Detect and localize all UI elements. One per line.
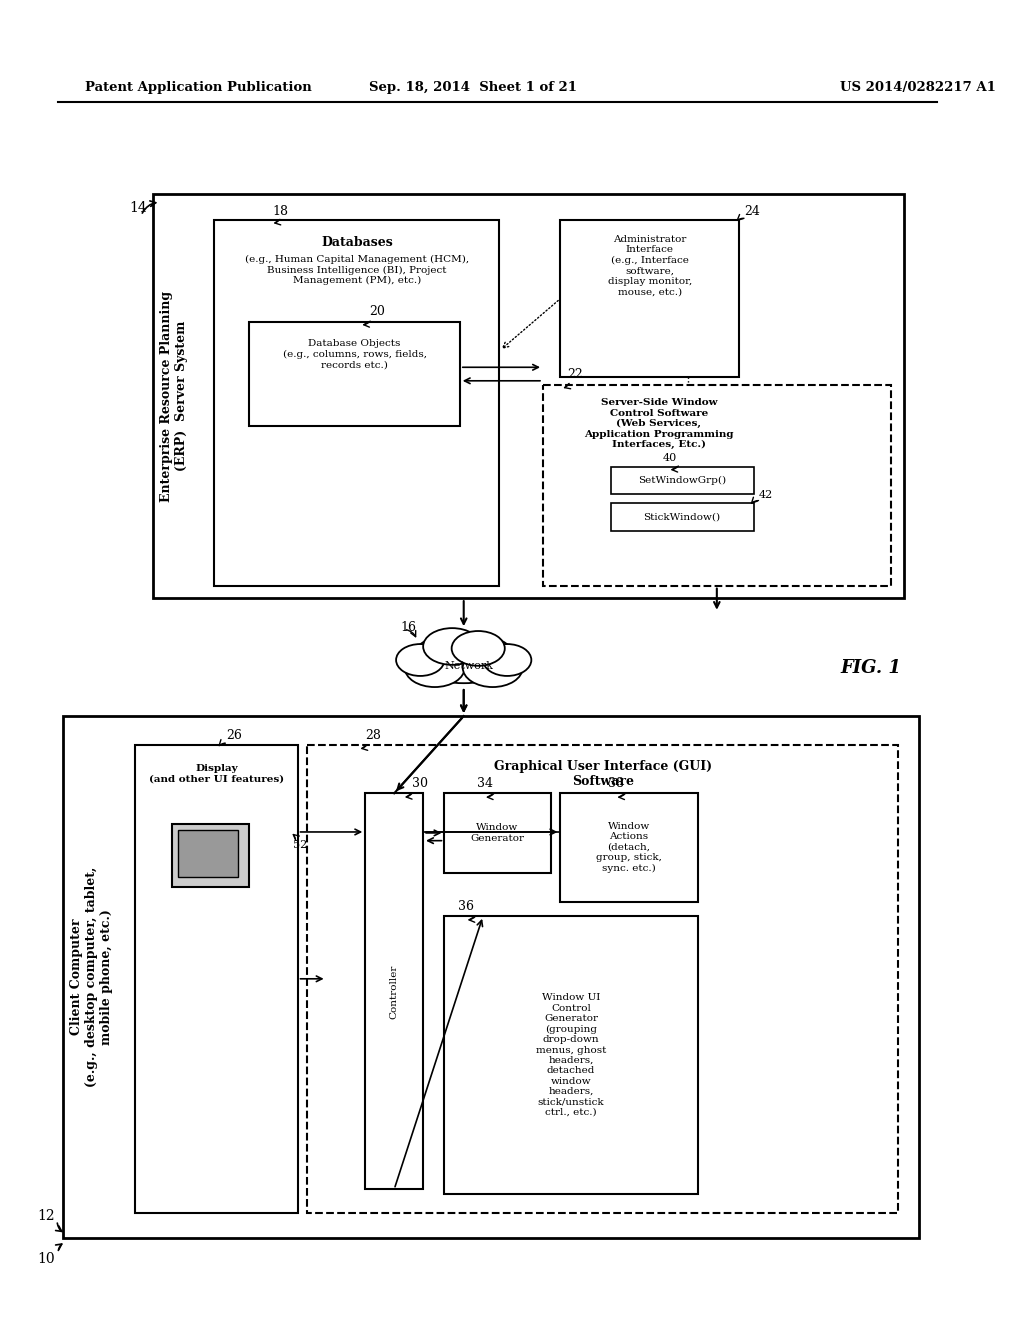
- Bar: [610, 503, 754, 531]
- Bar: [444, 793, 551, 873]
- Text: 24: 24: [743, 205, 760, 218]
- Ellipse shape: [396, 644, 444, 676]
- Text: StickWindow(): StickWindow(): [643, 512, 721, 521]
- Bar: [560, 220, 739, 378]
- Text: (e.g., Human Capital Management (HCM),
Business Intelligence (BI), Project
Manag: (e.g., Human Capital Management (HCM), B…: [245, 255, 469, 285]
- Text: Display
(and other UI features): Display (and other UI features): [148, 764, 284, 784]
- Bar: [153, 194, 904, 598]
- Ellipse shape: [404, 648, 465, 686]
- Bar: [178, 830, 238, 878]
- Text: Client Computer
(e.g., desktop computer, tablet,
mobile phone, etc.): Client Computer (e.g., desktop computer,…: [71, 867, 114, 1088]
- Bar: [307, 744, 898, 1213]
- Text: US 2014/0282217 A1: US 2014/0282217 A1: [841, 81, 996, 94]
- Text: FIG. 1: FIG. 1: [841, 659, 901, 677]
- Bar: [444, 916, 697, 1195]
- Text: 52: 52: [293, 840, 307, 850]
- Bar: [135, 744, 298, 1213]
- Bar: [610, 467, 754, 494]
- Text: Window
Generator: Window Generator: [471, 824, 524, 842]
- Text: 38: 38: [608, 777, 624, 791]
- Text: 28: 28: [366, 729, 381, 742]
- Text: Administrator
Interface
(e.g., Interface
software,
display monitor,
mouse, etc.): Administrator Interface (e.g., Interface…: [607, 235, 692, 296]
- Text: Patent Application Publication: Patent Application Publication: [85, 81, 311, 94]
- Text: Server-Side Window
Control Software
(Web Services,
Application Programming
Inter: Server-Side Window Control Software (Web…: [584, 399, 733, 449]
- Text: Window
Actions
(detach,
group, stick,
sync. etc.): Window Actions (detach, group, stick, sy…: [596, 822, 662, 873]
- Text: 14: 14: [129, 201, 146, 215]
- Text: 26: 26: [226, 729, 242, 742]
- Text: 16: 16: [401, 620, 417, 634]
- Ellipse shape: [412, 634, 516, 684]
- Text: Enterprise Resource Planning
(ERP)  Server System: Enterprise Resource Planning (ERP) Serve…: [160, 290, 187, 502]
- Text: Sep. 18, 2014  Sheet 1 of 21: Sep. 18, 2014 Sheet 1 of 21: [370, 81, 578, 94]
- Ellipse shape: [452, 631, 505, 665]
- Text: SetWindowGrp(): SetWindowGrp(): [638, 475, 726, 484]
- Ellipse shape: [423, 628, 481, 665]
- Bar: [249, 322, 460, 426]
- Text: 18: 18: [272, 205, 289, 218]
- Text: 20: 20: [369, 305, 385, 318]
- Ellipse shape: [483, 644, 531, 676]
- Bar: [214, 220, 500, 586]
- Text: Databases: Databases: [322, 236, 393, 249]
- Bar: [172, 824, 249, 887]
- Bar: [543, 384, 891, 586]
- Bar: [366, 793, 423, 1189]
- Text: 30: 30: [412, 777, 428, 791]
- Text: 22: 22: [567, 368, 583, 380]
- Text: Window UI
Control
Generator
(grouping
drop-down
menus, ghost
headers,
detached
w: Window UI Control Generator (grouping dr…: [536, 994, 606, 1117]
- Text: 40: 40: [663, 453, 677, 463]
- Text: Network: Network: [444, 661, 493, 671]
- Text: 12: 12: [38, 1209, 55, 1224]
- Text: 34: 34: [477, 777, 493, 791]
- Text: Database Objects
(e.g., columns, rows, fields,
records etc.): Database Objects (e.g., columns, rows, f…: [283, 339, 427, 370]
- Bar: [62, 715, 919, 1238]
- Text: Graphical User Interface (GUI)
Software: Graphical User Interface (GUI) Software: [494, 760, 712, 788]
- Text: 42: 42: [759, 490, 773, 500]
- Ellipse shape: [463, 648, 522, 686]
- Text: Controller: Controller: [390, 964, 398, 1019]
- Bar: [560, 793, 697, 902]
- Text: 10: 10: [38, 1253, 55, 1266]
- Text: 36: 36: [459, 900, 474, 913]
